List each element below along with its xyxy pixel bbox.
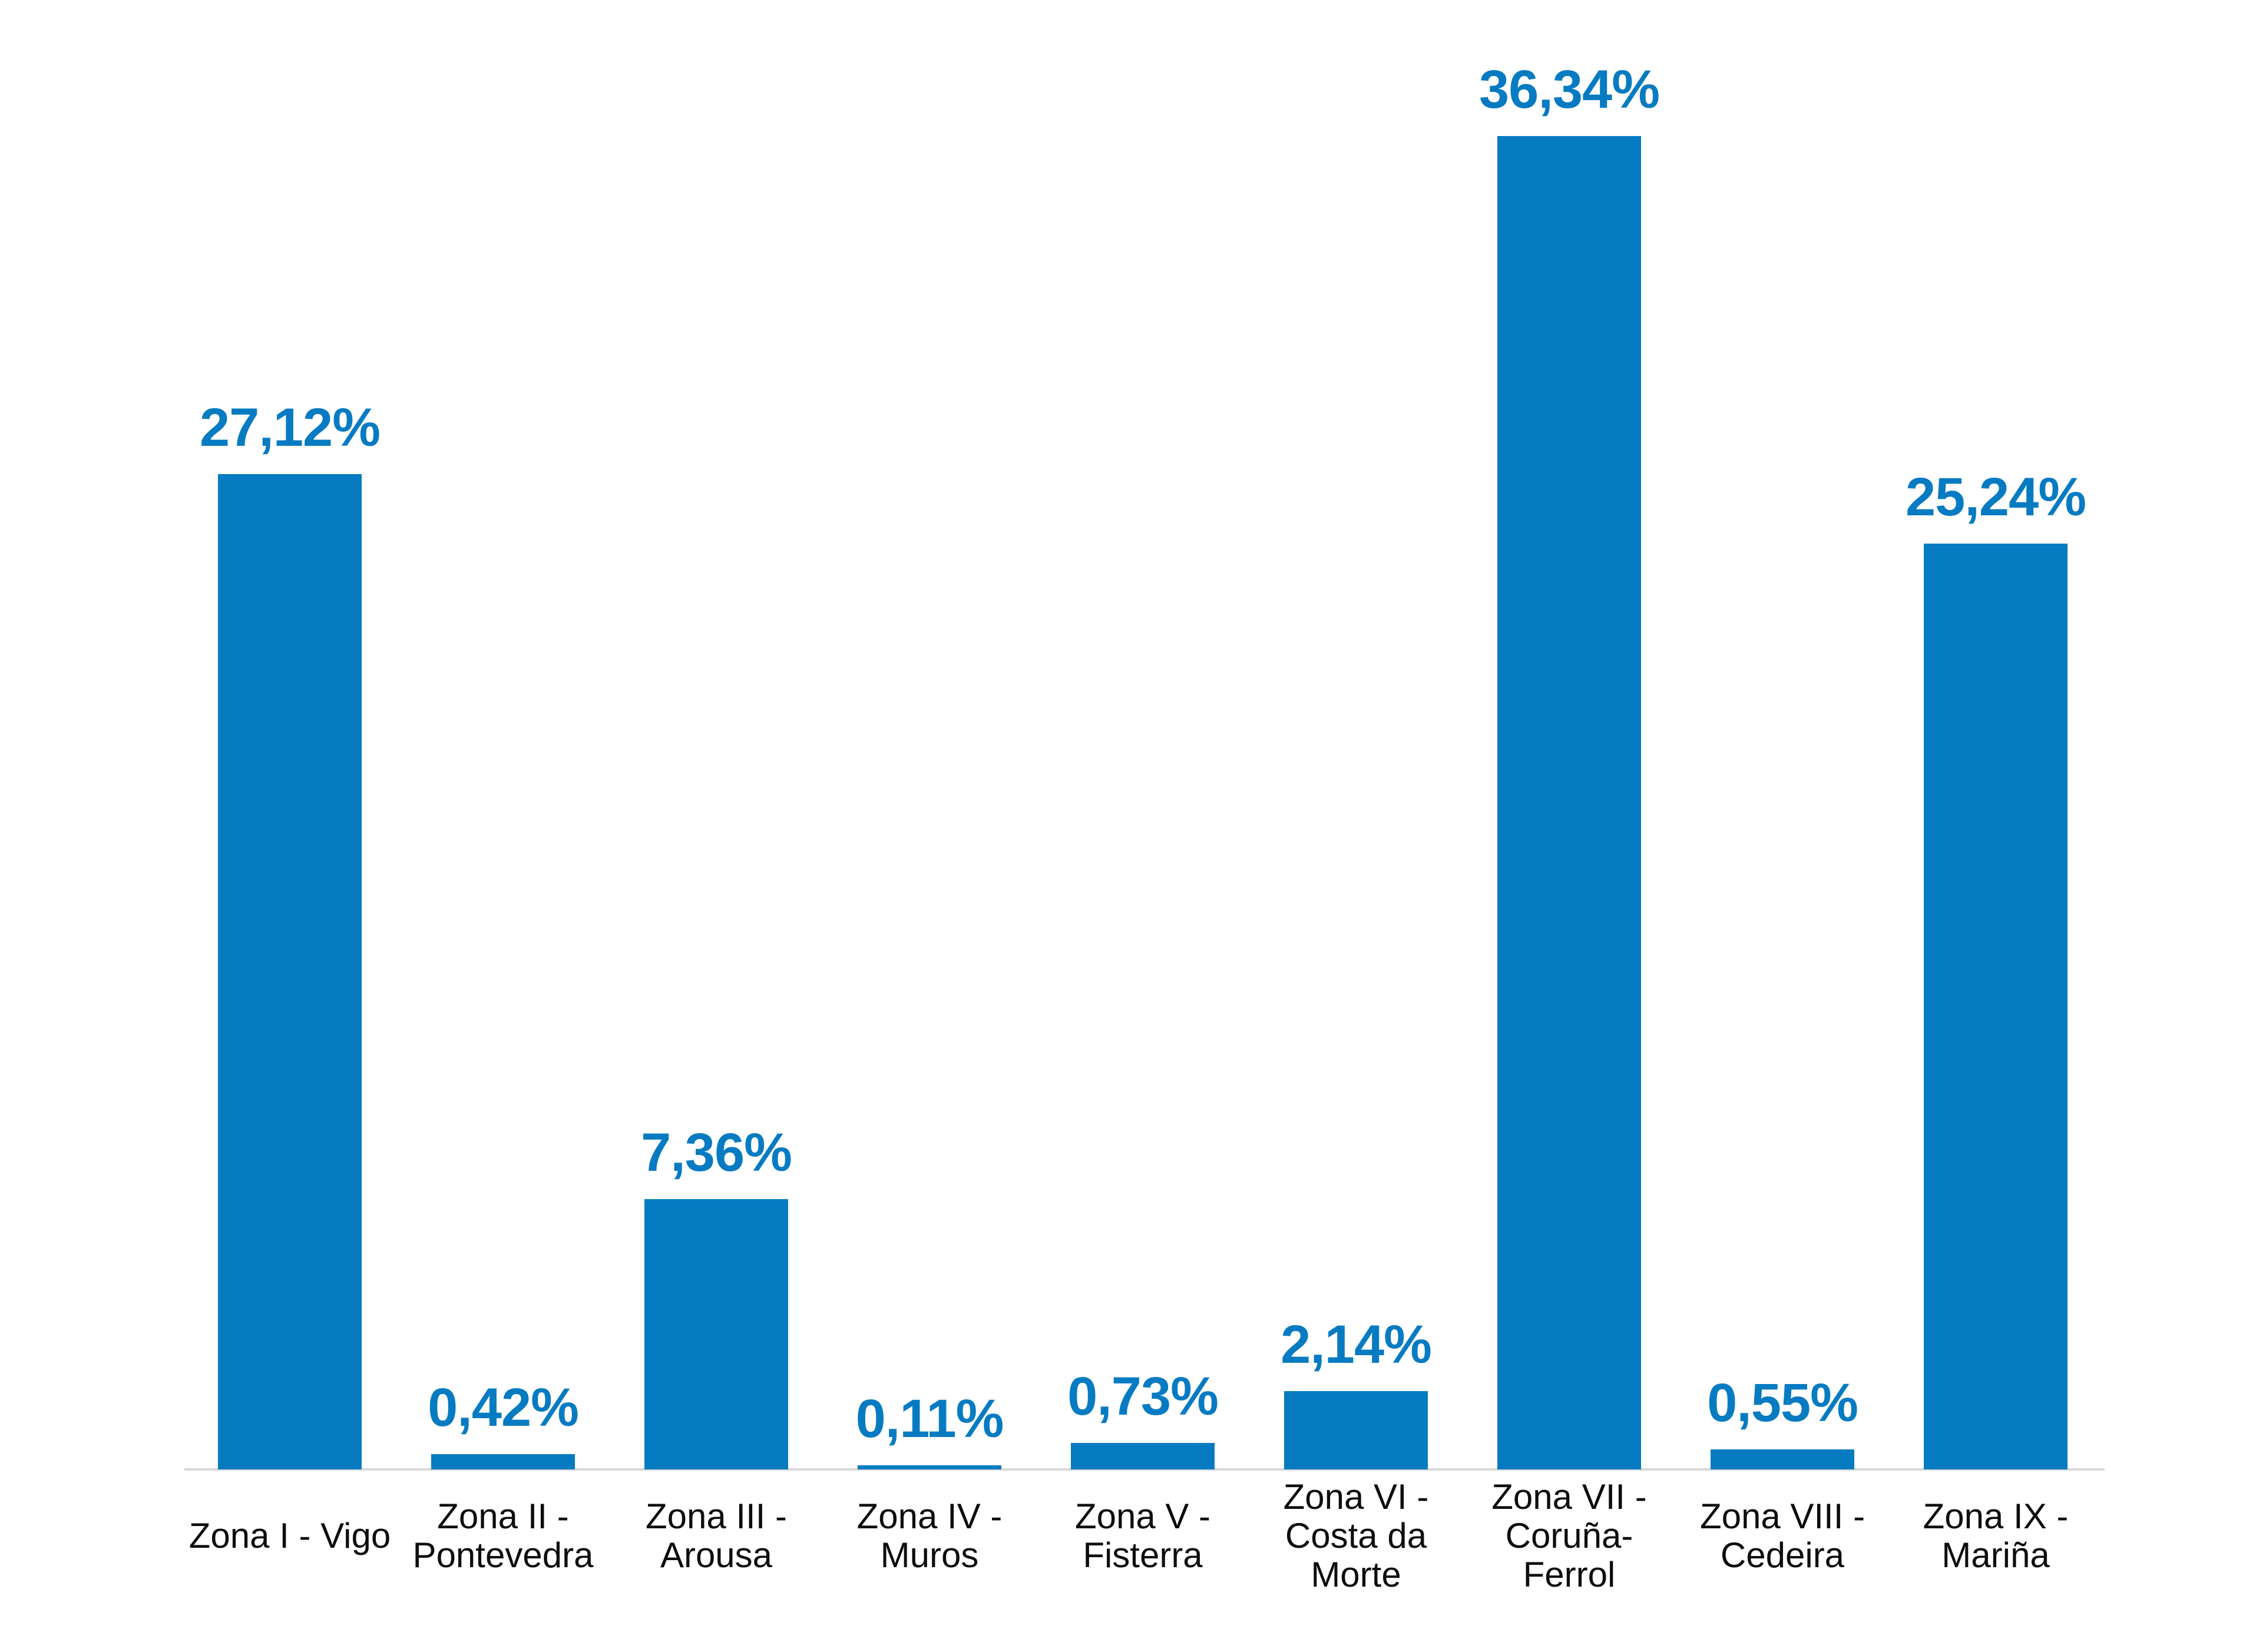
bar-value-label: 0,11% xyxy=(855,1389,1004,1449)
bar xyxy=(1924,544,2068,1469)
bar-value-label: 0,73% xyxy=(1067,1366,1219,1427)
category-label: Zona II - Pontevedra xyxy=(412,1497,594,1575)
category-label: Zona VI - Costa da Morte xyxy=(1283,1477,1429,1594)
bar-value-label: 27,12% xyxy=(199,398,381,458)
bar xyxy=(218,474,362,1469)
category-label: Zona IV - Muros xyxy=(856,1497,1003,1575)
bar-value-label: 2,14% xyxy=(1281,1315,1432,1375)
bar xyxy=(1711,1449,1854,1469)
bar xyxy=(431,1454,575,1469)
bar xyxy=(1497,136,1641,1469)
bar-value-label: 0,42% xyxy=(428,1378,579,1438)
category-label: Zona VIII - Cedeira xyxy=(1699,1497,1865,1575)
category-label: Zona IX - Mariña xyxy=(1923,1497,2069,1575)
bar xyxy=(1071,1443,1215,1469)
bar-value-label: 25,24% xyxy=(1905,467,2086,528)
x-axis-line xyxy=(184,1468,2105,1471)
category-label: Zona I - Vigo xyxy=(188,1516,391,1555)
bar xyxy=(1284,1391,1428,1469)
bar-value-label: 36,34% xyxy=(1478,59,1660,120)
bar xyxy=(644,1199,788,1469)
bar xyxy=(858,1465,1001,1469)
category-label: Zona V - Fisterra xyxy=(1074,1497,1211,1575)
bar-value-label: 0,55% xyxy=(1707,1373,1858,1434)
category-label: Zona VII - Coruña- Ferrol xyxy=(1491,1477,1647,1594)
category-label: Zona III - Arousa xyxy=(645,1497,788,1575)
bar-value-label: 7,36% xyxy=(641,1123,792,1183)
